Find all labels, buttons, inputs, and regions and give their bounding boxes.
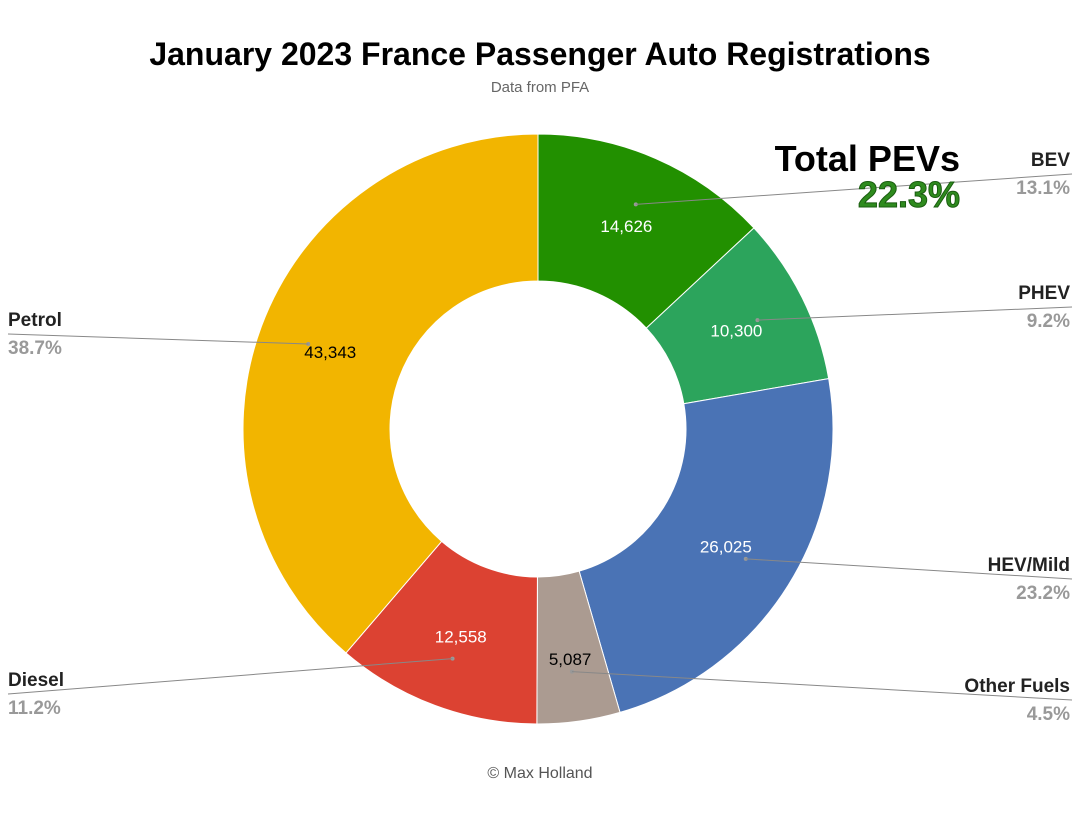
slice-percent-diesel: 11.2% <box>8 698 61 719</box>
slice-labels-layer: BEV 13.1% PHEV 9.2% HEV/Mild 23.2% Other Fuels… <box>8 150 1070 725</box>
slice-hev-mild <box>578 378 834 713</box>
slice-petrol <box>242 133 539 654</box>
value-label-hev-mild: 26,025 <box>700 537 752 556</box>
value-labels-layer: 14,626 10,300 26,025 5,087 12,558 43,343 <box>304 217 762 669</box>
slice-percent-bev: 13.1% <box>1016 178 1070 199</box>
slice-name-hev-mild: HEV/Mild <box>988 555 1070 576</box>
chart-subtitle: Data from PFA <box>490 79 590 96</box>
slice-bev <box>537 133 755 329</box>
total-pevs-label: Total PEVs <box>774 138 960 179</box>
leader-line-phev <box>757 306 1073 321</box>
chart-title: January 2023 France Passenger Auto Regis… <box>149 36 931 72</box>
slice-name-bev: BEV <box>1031 150 1070 171</box>
leader-line-hev-mild <box>745 558 1073 580</box>
value-label-petrol: 43,343 <box>304 343 356 362</box>
slice-percent-petrol: 38.7% <box>8 338 62 359</box>
slice-percent-phev: 9.2% <box>1027 311 1070 332</box>
slice-name-other-fuels: Other Fuels <box>964 676 1070 697</box>
value-label-phev: 10,300 <box>710 322 762 341</box>
leader-line-bev <box>635 173 1073 205</box>
slice-name-phev: PHEV <box>1018 283 1070 304</box>
slice-percent-hev-mild: 23.2% <box>1016 583 1070 604</box>
chart-credit: © Max Holland <box>487 765 593 782</box>
slice-percent-other-fuels: 4.5% <box>1027 704 1070 725</box>
value-label-other-fuels: 5,087 <box>549 650 592 669</box>
slices-layer <box>242 133 834 725</box>
value-label-diesel: 12,558 <box>435 628 487 647</box>
leader-line-petrol <box>7 333 309 345</box>
leader-line-diesel <box>7 658 453 695</box>
leader-line-other-fuels <box>571 671 1073 701</box>
leader-lines-layer <box>7 173 1073 701</box>
total-pevs-value: 22.3% <box>857 174 960 215</box>
value-label-bev: 14,626 <box>600 217 652 236</box>
total-pevs-callout: Total PEVs 22.3% <box>700 138 961 215</box>
slice-name-petrol: Petrol <box>8 310 62 331</box>
slice-name-diesel: Diesel <box>8 670 64 691</box>
